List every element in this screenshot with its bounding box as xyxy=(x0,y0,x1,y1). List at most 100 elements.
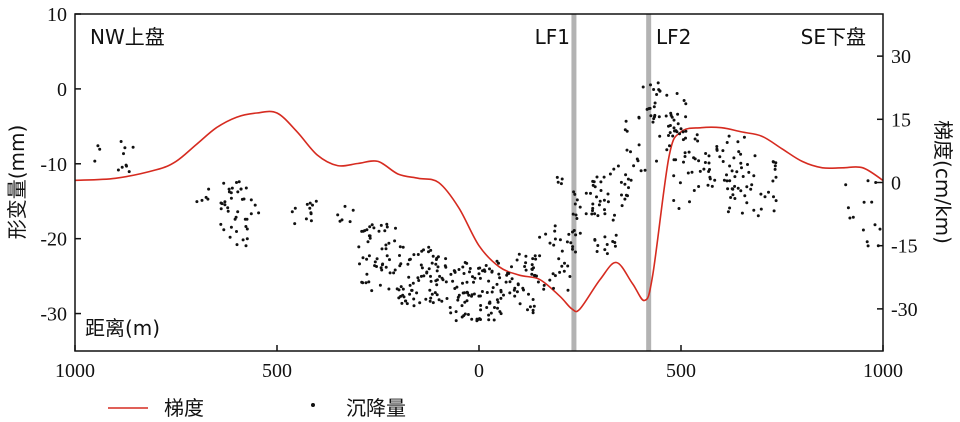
settlement-point xyxy=(866,179,870,183)
settlement-point xyxy=(305,202,309,206)
settlement-point xyxy=(735,170,739,174)
settlement-point xyxy=(613,213,616,217)
settlement-point xyxy=(388,258,391,262)
settlement-point xyxy=(558,270,562,274)
settlement-point xyxy=(678,132,682,136)
settlement-point xyxy=(684,136,687,140)
settlement-point xyxy=(124,163,128,167)
settlement-point xyxy=(200,198,204,202)
settlement-point xyxy=(429,274,432,278)
settlement-point xyxy=(584,212,588,216)
settlement-point xyxy=(96,144,100,148)
settlement-point xyxy=(637,143,641,147)
settlement-point xyxy=(737,150,741,154)
settlement-point xyxy=(438,274,442,278)
settlement-point xyxy=(612,167,616,171)
settlement-point xyxy=(665,148,669,152)
settlement-point xyxy=(410,288,414,292)
settlement-point xyxy=(430,292,434,296)
settlement-point xyxy=(629,150,632,154)
settlement-point xyxy=(591,209,594,213)
settlement-point xyxy=(433,291,437,295)
settlement-point xyxy=(445,297,449,300)
settlement-point xyxy=(441,278,445,282)
settlement-point xyxy=(658,89,662,93)
settlement-point xyxy=(672,199,676,202)
settlement-point xyxy=(243,217,247,221)
settlement-point xyxy=(620,193,623,197)
settlement-point xyxy=(623,182,627,186)
settlement-point xyxy=(495,259,499,263)
settlement-point xyxy=(472,280,475,284)
annotation-lf1: LF1 xyxy=(535,25,570,49)
settlement-point xyxy=(453,270,457,274)
settlement-point xyxy=(219,207,223,211)
settlement-point xyxy=(496,300,500,304)
settlement-point xyxy=(455,285,459,289)
settlement-point xyxy=(401,287,405,291)
settlement-point xyxy=(375,257,379,261)
settlement-point xyxy=(715,145,719,148)
settlement-point xyxy=(602,198,606,202)
settlement-point xyxy=(756,214,760,218)
y-right-tick-label: -30 xyxy=(891,299,918,321)
settlement-point xyxy=(219,222,223,226)
settlement-point xyxy=(684,129,688,133)
settlement-point xyxy=(573,192,577,196)
settlement-point xyxy=(739,152,743,156)
settlement-point xyxy=(590,212,594,216)
settlement-point xyxy=(559,182,563,186)
settlement-point xyxy=(235,181,238,184)
settlement-point xyxy=(593,238,597,242)
settlement-point xyxy=(733,197,737,200)
settlement-point xyxy=(415,291,419,295)
settlement-point xyxy=(752,174,756,178)
settlement-point xyxy=(372,226,376,230)
settlement-point xyxy=(658,134,662,138)
settlement-point xyxy=(309,212,313,216)
settlement-point xyxy=(244,244,248,248)
settlement-point xyxy=(846,206,850,210)
settlement-point xyxy=(567,232,571,236)
settlement-point xyxy=(653,113,657,117)
settlement-point xyxy=(399,262,403,266)
settlement-point xyxy=(722,178,726,182)
settlement-point xyxy=(657,115,661,119)
settlement-point xyxy=(293,206,297,210)
settlement-point xyxy=(606,192,610,196)
settlement-point xyxy=(632,164,636,168)
settlement-point xyxy=(648,106,652,110)
settlement-point xyxy=(692,156,696,160)
settlement-point xyxy=(721,160,725,163)
settlement-point xyxy=(444,265,448,269)
settlement-point xyxy=(683,151,687,155)
settlement-point xyxy=(435,293,439,297)
settlement-point xyxy=(456,298,460,302)
settlement-point xyxy=(239,187,243,191)
settlement-point xyxy=(552,286,555,290)
settlement-point xyxy=(387,287,391,291)
settlement-point xyxy=(495,298,499,302)
settlement-point xyxy=(573,202,577,206)
settlement-point xyxy=(740,211,744,215)
settlement-point xyxy=(595,175,599,179)
settlement-point xyxy=(668,124,672,127)
settlement-point xyxy=(721,149,725,153)
settlement-point xyxy=(454,310,458,314)
settlement-point xyxy=(229,225,233,229)
settlement-point xyxy=(613,244,617,248)
settlement-point xyxy=(530,263,534,267)
settlement-point xyxy=(866,244,870,248)
plot-frame xyxy=(74,13,884,352)
settlement-point xyxy=(626,177,630,181)
settlement-point xyxy=(679,127,683,131)
settlement-point xyxy=(490,269,494,273)
settlement-point xyxy=(591,202,595,206)
settlement-point xyxy=(713,178,717,182)
settlement-point xyxy=(531,298,535,301)
settlement-point xyxy=(553,224,557,228)
settlement-point xyxy=(730,169,734,173)
settlement-point xyxy=(98,147,102,151)
settlement-point xyxy=(669,111,673,115)
settlement-point xyxy=(420,266,424,270)
